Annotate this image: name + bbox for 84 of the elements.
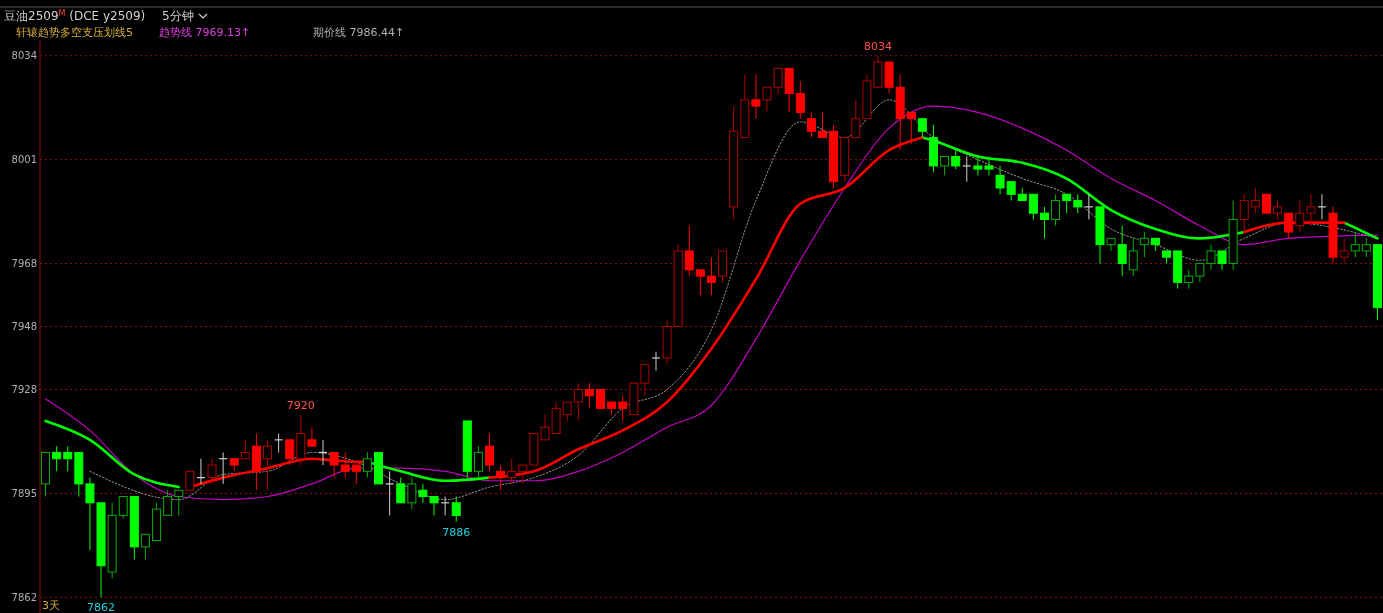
candlestick	[651, 351, 661, 372]
candlestick	[707, 256, 716, 296]
candlestick	[851, 99, 861, 139]
y-tick-label: 7968	[11, 258, 37, 270]
candlestick	[1006, 181, 1016, 202]
chart-title: 豆油2509$^{M}$ (DCE y2509)	[4, 8, 146, 23]
annotation: 7862	[87, 601, 116, 613]
candlestick	[1106, 237, 1116, 252]
candlestick	[63, 445, 73, 472]
candlestick	[1239, 193, 1249, 233]
candlestick	[618, 395, 628, 422]
candlestick	[596, 388, 605, 409]
candlestick	[174, 489, 184, 516]
candlestick	[1317, 193, 1327, 220]
candlestick	[806, 111, 816, 139]
candlestick	[451, 496, 461, 523]
candlestick	[118, 496, 128, 520]
candlestick	[962, 155, 972, 183]
candlestick	[1139, 231, 1149, 258]
candlestick	[1184, 269, 1194, 290]
candlestick	[351, 464, 361, 485]
candlestick	[940, 155, 950, 176]
y-tick-label: 7948	[11, 321, 37, 332]
annotation: 7920	[286, 398, 315, 412]
candlestick	[1073, 193, 1083, 214]
candlestick	[995, 165, 1005, 195]
candlestick	[473, 445, 483, 479]
candlestick	[795, 80, 805, 120]
candlestick	[407, 477, 417, 510]
chart-subtitle: 5分钟	[162, 9, 194, 23]
y-tick-label: 8001	[11, 154, 37, 166]
candlestick	[52, 445, 62, 472]
candlestick	[951, 149, 961, 170]
candlestick	[140, 533, 150, 560]
candlestick	[340, 451, 350, 479]
candlestick	[1051, 193, 1061, 227]
candlestick	[1261, 193, 1271, 214]
candlestick	[640, 363, 650, 397]
candlestick	[1117, 225, 1127, 277]
candlestick	[818, 111, 827, 139]
candlestick	[1295, 200, 1305, 233]
annotation: 3天	[42, 599, 60, 612]
candlestick	[396, 477, 406, 504]
candlestick	[362, 451, 372, 479]
candlestick	[695, 269, 705, 296]
candlestick	[684, 225, 694, 277]
candlestick	[518, 464, 528, 485]
candlestick	[240, 439, 250, 460]
candlestick	[285, 439, 295, 466]
candlestick	[562, 401, 572, 422]
candlestick	[573, 382, 583, 422]
candlestick	[507, 458, 517, 485]
candlestick	[1339, 237, 1349, 265]
annotation: 7886	[442, 525, 471, 539]
candlestick	[485, 433, 495, 472]
candlestick	[1250, 187, 1260, 214]
candlestick	[263, 439, 273, 491]
candlestick	[1350, 231, 1360, 258]
annotation: 8034	[863, 39, 892, 53]
text: 期价线 7986.44↑	[313, 26, 405, 39]
candlestick	[185, 470, 195, 491]
candlestick	[1039, 206, 1049, 239]
y-tick-label: 8034	[11, 50, 37, 62]
candlestick	[1028, 193, 1038, 220]
text: 趋势线 7969.13↑	[159, 26, 251, 39]
candlestick	[1361, 237, 1371, 258]
candlestick	[385, 470, 395, 516]
candlestick	[1062, 193, 1072, 214]
candlestick	[751, 74, 761, 120]
candlestick	[1284, 212, 1294, 239]
text: 轩辕趋势多空支压划线5	[16, 26, 133, 39]
candlestick	[329, 451, 339, 479]
candlestick	[1217, 250, 1227, 271]
candlestick	[1084, 193, 1094, 220]
y-tick-label: 7862	[11, 591, 37, 603]
candlestick	[1128, 237, 1138, 277]
candlestick	[584, 382, 594, 409]
y-tick-label: 7928	[11, 383, 37, 395]
candlestick	[163, 489, 173, 516]
candlestick	[307, 426, 317, 447]
candlestick	[1273, 200, 1283, 220]
candlestick	[207, 458, 217, 485]
candlestick	[1306, 193, 1316, 227]
y-tick-label: 7895	[11, 487, 37, 499]
